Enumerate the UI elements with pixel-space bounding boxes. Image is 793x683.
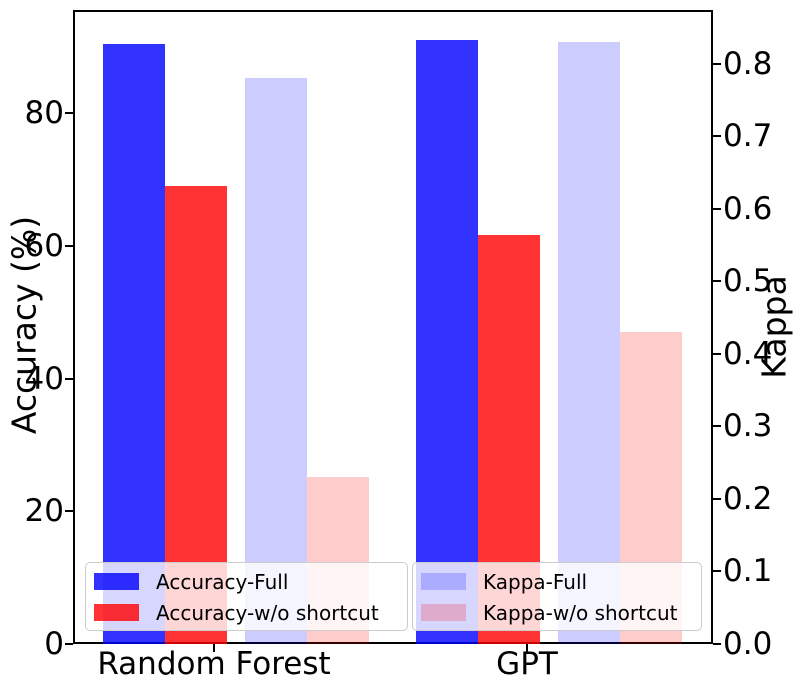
legend-accuracy: Accuracy-Full Accuracy-w/o shortcut — [85, 562, 408, 631]
x-tick-label-random-forest: Random Forest — [97, 646, 331, 682]
right-axis-tick — [713, 207, 721, 210]
left-axis-tick-label: 40 — [24, 360, 64, 397]
legend-item-accuracy-wo-shortcut: Accuracy-w/o shortcut — [86, 597, 407, 628]
right-axis-tick-label: 0.3 — [723, 408, 773, 445]
left-axis-tick — [65, 377, 73, 380]
legend-label-accuracy-wo-shortcut: Accuracy-w/o shortcut — [156, 600, 379, 625]
legend-label-accuracy-full: Accuracy-Full — [156, 569, 289, 594]
right-axis-tick — [713, 352, 721, 355]
right-axis-tick — [713, 570, 721, 573]
legend-swatch-accuracy-full — [94, 573, 139, 590]
legend-item-kappa-full: Kappa-Full — [413, 566, 701, 597]
left-axis-tick — [65, 244, 73, 247]
left-axis-tick — [65, 643, 73, 645]
plot-area-spines — [73, 10, 713, 644]
bar-kappa-full-gpt — [558, 41, 620, 644]
x-axis-tick — [526, 644, 528, 652]
bar-kappa-full-random-forest — [245, 78, 307, 644]
right-axis-tick-label: 0.7 — [723, 118, 773, 155]
right-axis-tick — [713, 643, 721, 645]
left-axis-tick — [65, 112, 73, 114]
right-axis-tick-label: 0.2 — [723, 480, 773, 517]
bar-accuracy-full-gpt — [416, 39, 478, 644]
x-tick-label-gpt: GPT — [496, 646, 558, 682]
left-axis-tick-label: 60 — [24, 227, 64, 264]
right-axis-tick — [713, 135, 721, 138]
right-axis-tick-label: 0.6 — [723, 190, 773, 227]
right-axis-tick-label: 0.0 — [723, 626, 773, 662]
left-axis-tick-label: 20 — [24, 493, 64, 530]
left-axis-tick-label: 80 — [24, 95, 64, 131]
legend-swatch-accuracy-wo-shortcut — [94, 604, 139, 621]
left-axis-tick-label: 0 — [44, 626, 64, 662]
right-axis-tick-label: 0.1 — [723, 553, 773, 590]
legend-label-kappa-wo-shortcut: Kappa-w/o shortcut — [483, 600, 678, 625]
right-axis-tick — [713, 497, 721, 500]
legend-item-accuracy-full: Accuracy-Full — [86, 566, 407, 597]
right-axis-tick — [713, 280, 721, 283]
right-axis-tick — [713, 425, 721, 428]
right-axis-tick — [713, 62, 721, 65]
right-axis-tick-label: 0.4 — [723, 335, 773, 372]
legend-swatch-kappa-wo-shortcut — [421, 604, 466, 621]
legend-item-kappa-wo-shortcut: Kappa-w/o shortcut — [413, 597, 701, 628]
left-axis-tick — [65, 510, 73, 513]
bar-accuracy-full-random-forest — [103, 43, 165, 644]
right-axis-tick-label: 0.5 — [723, 263, 773, 300]
legend-kappa: Kappa-Full Kappa-w/o shortcut — [412, 562, 702, 631]
x-axis-tick — [213, 644, 215, 652]
right-axis-tick-label: 0.8 — [723, 45, 773, 82]
legend-swatch-kappa-full — [421, 573, 466, 590]
legend-label-kappa-full: Kappa-Full — [483, 569, 588, 594]
